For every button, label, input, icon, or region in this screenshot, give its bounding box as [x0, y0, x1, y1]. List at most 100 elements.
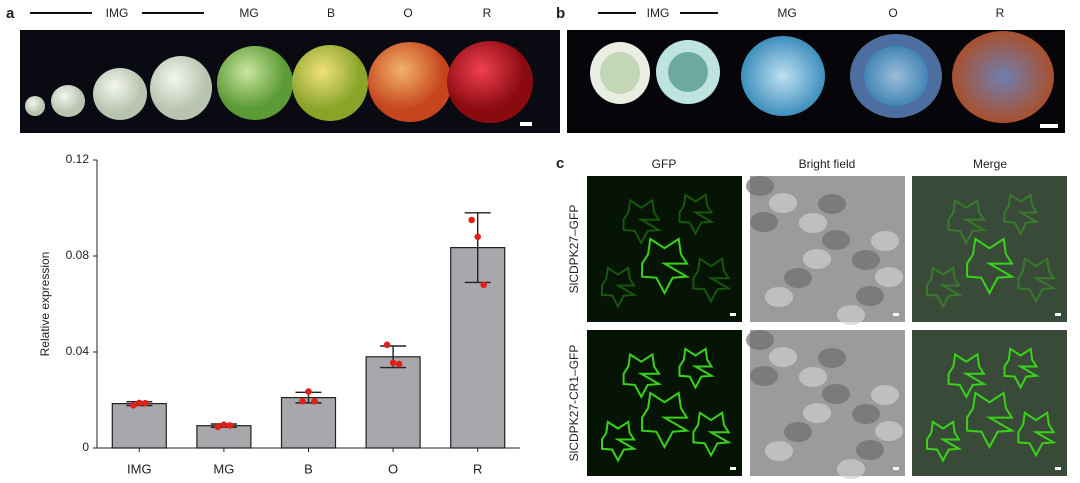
stage-label: O	[403, 6, 412, 20]
texture	[875, 421, 903, 441]
cell-outline	[947, 198, 988, 246]
cell-outline	[622, 352, 663, 400]
data-point	[383, 341, 391, 349]
cell-outline	[1017, 257, 1057, 304]
texture	[799, 367, 827, 387]
texture	[875, 267, 903, 287]
scale-bar	[893, 313, 899, 316]
texture	[769, 347, 797, 367]
y-tick-label: 0.12	[66, 152, 90, 166]
cell-outline	[966, 391, 1016, 450]
data-point	[136, 399, 143, 407]
scale-bar	[1055, 313, 1061, 316]
bar	[111, 403, 167, 449]
bar	[196, 425, 252, 449]
stage-label: R	[483, 6, 492, 20]
micrographs	[587, 176, 1067, 479]
cell-outline	[926, 266, 963, 309]
y-tick-label: 0	[82, 440, 89, 454]
texture	[746, 330, 774, 350]
row-label: SlCDPK27-CR1–GFP	[567, 345, 581, 462]
texture	[769, 193, 797, 213]
texture	[803, 403, 831, 423]
cell-outline	[641, 237, 691, 296]
texture	[750, 212, 778, 232]
texture	[818, 194, 846, 214]
column-label: GFP	[652, 157, 677, 171]
scale-bar	[730, 467, 736, 470]
texture	[784, 268, 812, 288]
stage-label: R	[996, 6, 1005, 20]
row-label: SlCDPK27–GFP	[567, 205, 581, 294]
texture	[765, 441, 793, 461]
scale-bar	[1055, 467, 1061, 470]
texture	[765, 287, 793, 307]
cell-outline	[1017, 411, 1057, 458]
bar-chart: 0 0.04 0.08 0.12 IMG MG B O R	[66, 152, 520, 476]
data-point	[311, 397, 318, 405]
cell-outline	[641, 391, 691, 450]
texture	[871, 385, 899, 405]
texture	[856, 440, 884, 460]
slice-photo	[590, 31, 1058, 128]
texture	[822, 230, 850, 250]
x-tick-label: O	[388, 461, 398, 476]
data-point	[468, 216, 476, 224]
panel-letter: b	[556, 5, 565, 22]
column-label: Bright field	[799, 157, 856, 171]
cell-outline	[678, 193, 715, 236]
stage-label: IMG	[647, 6, 670, 20]
x-tick-label: B	[304, 461, 313, 476]
stage-label: O	[888, 6, 897, 20]
cell-outline	[947, 352, 988, 400]
x-tick-label: MG	[213, 461, 234, 476]
cell-outline	[692, 411, 732, 458]
cell-outline	[1003, 347, 1040, 390]
texture	[799, 213, 827, 233]
cell-outline	[966, 237, 1016, 296]
data-point	[142, 399, 149, 407]
texture	[837, 459, 865, 479]
cell-outline	[622, 198, 663, 246]
texture	[856, 286, 884, 306]
y-tick-label: 0.04	[66, 344, 90, 358]
data-point	[474, 233, 482, 241]
cell-outline	[601, 420, 638, 463]
data-point	[214, 423, 222, 431]
bar	[280, 397, 337, 449]
scale-bar	[730, 313, 736, 316]
data-point	[299, 397, 306, 405]
data-point	[220, 421, 228, 429]
panel-letter: a	[6, 5, 15, 22]
cell-outline	[678, 347, 715, 390]
texture	[852, 250, 880, 270]
texture	[852, 404, 880, 424]
cell-outline	[1003, 193, 1040, 236]
fruit-photo	[25, 41, 533, 126]
texture	[803, 249, 831, 269]
texture	[837, 305, 865, 325]
column-label: Merge	[973, 157, 1007, 171]
stage-label: MG	[239, 6, 258, 20]
data-point	[130, 401, 137, 409]
texture	[746, 176, 774, 196]
cell-outline	[692, 257, 732, 304]
scale-bar	[893, 467, 899, 470]
x-tick-label: R	[473, 461, 482, 476]
y-tick-label: 0.08	[66, 248, 90, 262]
texture	[750, 366, 778, 386]
data-point	[395, 360, 403, 368]
texture	[784, 422, 812, 442]
texture	[822, 384, 850, 404]
cell-outline	[926, 420, 963, 463]
data-point	[305, 388, 312, 395]
bar	[365, 356, 421, 449]
panel-letter: c	[556, 155, 564, 172]
y-axis-label: Relative expression	[38, 252, 52, 357]
texture	[871, 231, 899, 251]
cell-outline	[601, 266, 638, 309]
texture	[818, 348, 846, 368]
stage-label: B	[327, 6, 335, 20]
